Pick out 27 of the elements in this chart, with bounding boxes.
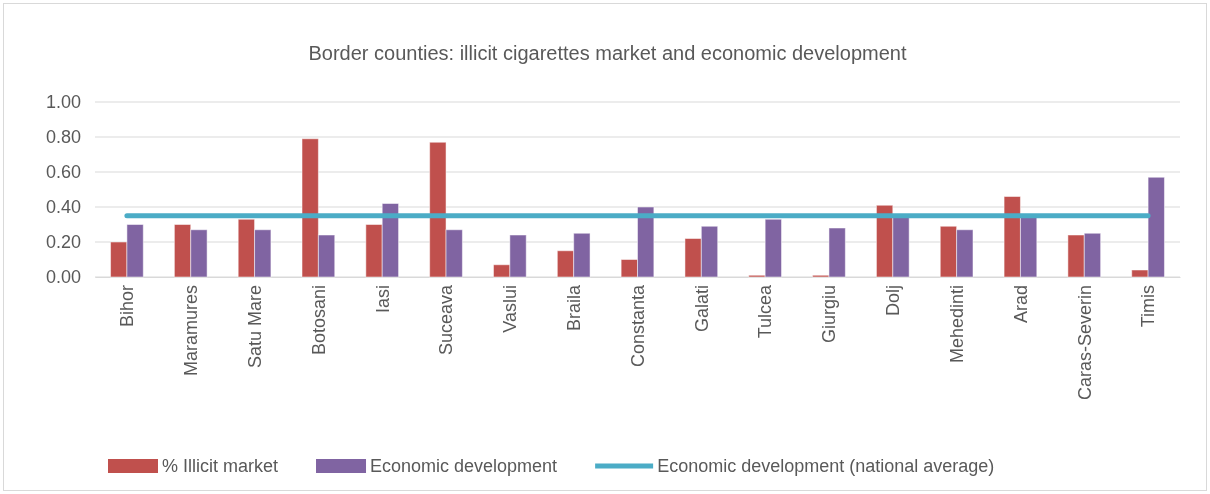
- y-tick-label: 0.20: [45, 232, 81, 253]
- x-tick-label: Mehedinti: [946, 285, 967, 364]
- legend-label: % Illicit market: [162, 456, 279, 477]
- x-tick-label: Vaslui: [500, 285, 521, 333]
- x-tick-label: Tulcea: [755, 284, 776, 339]
- x-tick-label: Botosani: [308, 285, 329, 356]
- y-tick-label: 0.80: [45, 127, 81, 148]
- y-tick-label: 0.60: [45, 162, 81, 183]
- y-tick-label: 1.00: [45, 92, 81, 113]
- x-tick-label: Arad: [1010, 285, 1031, 324]
- x-tick-label: Constanta: [627, 284, 648, 368]
- x-tick-label: Iasi: [372, 285, 393, 314]
- legend-label: Economic development: [370, 456, 558, 477]
- x-tick-label: Bihor: [117, 285, 138, 328]
- legend-label: Economic development (national average): [657, 456, 995, 477]
- x-tick-label: Suceava: [436, 284, 457, 356]
- y-tick-label: 0.40: [45, 197, 81, 218]
- x-tick-label: Timis: [1138, 285, 1159, 328]
- y-tick-label: 0.00: [45, 267, 81, 288]
- chart-title: Border counties: illicit cigarettes market and economic development: [308, 42, 907, 64]
- x-tick-label: Galati: [691, 285, 712, 333]
- x-tick-label: Giurgiu: [819, 285, 840, 344]
- x-tick-label: Caras-Severin: [1074, 285, 1095, 401]
- x-tick-label: Maramures: [181, 285, 202, 377]
- x-tick-label: Braila: [563, 284, 584, 332]
- x-tick-label: Dolj: [883, 285, 904, 317]
- x-tick-label: Satu Mare: [244, 285, 265, 369]
